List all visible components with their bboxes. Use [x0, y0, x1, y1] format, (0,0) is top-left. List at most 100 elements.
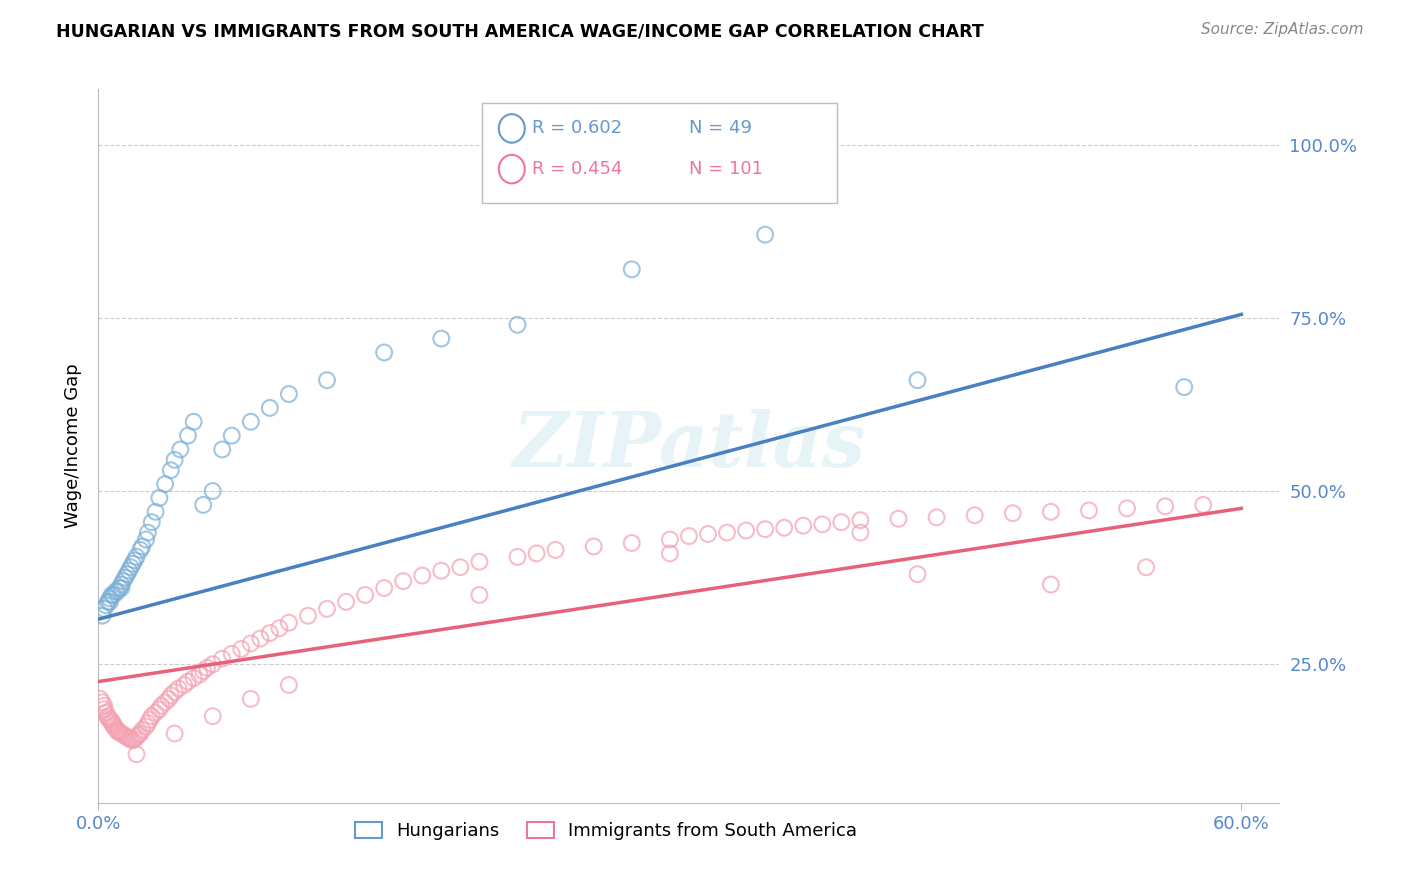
Point [114, 571, 136, 585]
Legend: Hungarians, Immigrants from South America: Hungarians, Immigrants from South Americ… [347, 814, 865, 847]
Point [430, 332, 453, 346]
Point [678, 529, 700, 543]
Point [195, 661, 218, 675]
Point [177, 674, 200, 689]
Point [148, 491, 170, 505]
Point [430, 564, 453, 578]
Point [120, 560, 142, 574]
Point [506, 549, 529, 564]
Point [104, 721, 127, 735]
Point [249, 632, 271, 646]
Point [354, 588, 377, 602]
Point [108, 725, 131, 739]
Point [316, 373, 339, 387]
Point [118, 564, 141, 578]
Point [201, 657, 224, 672]
Point [1078, 503, 1101, 517]
Point [118, 731, 141, 746]
Point [335, 595, 357, 609]
Point [239, 691, 262, 706]
Point [231, 642, 253, 657]
Point [115, 567, 138, 582]
Point [907, 567, 929, 582]
Point [145, 706, 167, 720]
Point [136, 525, 159, 540]
Point [141, 515, 163, 529]
Point [163, 726, 186, 740]
Point [135, 720, 157, 734]
Point [127, 728, 149, 742]
Point [129, 726, 152, 740]
Point [153, 477, 176, 491]
Point [239, 636, 262, 650]
Point [269, 621, 291, 635]
Point [1001, 506, 1024, 520]
Point [91, 695, 114, 709]
Point [963, 508, 986, 523]
Point [277, 678, 299, 692]
Point [121, 557, 143, 571]
Point [183, 671, 205, 685]
Point [97, 709, 120, 723]
Point [104, 584, 127, 599]
Point [620, 536, 643, 550]
Point [1173, 380, 1195, 394]
Point [97, 595, 120, 609]
Point [1116, 501, 1139, 516]
Point [110, 726, 132, 740]
Point [925, 510, 948, 524]
Point [582, 540, 605, 554]
Point [148, 702, 170, 716]
Point [830, 515, 852, 529]
Point [93, 602, 115, 616]
Text: ZIPatlas: ZIPatlas [512, 409, 866, 483]
Point [754, 227, 776, 242]
Point [98, 591, 121, 606]
Point [107, 584, 129, 599]
Point [297, 608, 319, 623]
Point [124, 732, 146, 747]
Point [849, 513, 872, 527]
FancyBboxPatch shape [482, 103, 837, 203]
Point [716, 525, 738, 540]
Point [277, 615, 299, 630]
Point [211, 651, 233, 665]
Point [526, 546, 548, 560]
Point [121, 733, 143, 747]
Point [373, 581, 395, 595]
Text: N = 49: N = 49 [689, 120, 752, 137]
Point [316, 602, 339, 616]
Y-axis label: Wage/Income Gap: Wage/Income Gap [63, 364, 82, 528]
Point [100, 716, 122, 731]
Point [108, 581, 131, 595]
Point [1039, 505, 1062, 519]
Point [221, 428, 243, 442]
Point [773, 521, 796, 535]
Point [392, 574, 415, 588]
Point [107, 724, 129, 739]
Point [792, 518, 814, 533]
Point [1135, 560, 1157, 574]
Point [468, 588, 491, 602]
Point [373, 345, 395, 359]
Point [157, 691, 180, 706]
Point [131, 540, 153, 554]
Point [411, 568, 433, 582]
Point [449, 560, 471, 574]
Point [506, 318, 529, 332]
Point [110, 581, 132, 595]
Point [124, 553, 146, 567]
Point [697, 527, 720, 541]
Point [811, 517, 834, 532]
Text: N = 101: N = 101 [689, 161, 763, 178]
Point [1154, 500, 1177, 514]
Point [94, 706, 117, 720]
Point [112, 728, 135, 742]
Point [131, 723, 153, 737]
Point [277, 387, 299, 401]
Point [107, 723, 129, 737]
Point [849, 525, 872, 540]
Point [93, 698, 115, 713]
Point [1039, 577, 1062, 591]
Point [259, 626, 281, 640]
